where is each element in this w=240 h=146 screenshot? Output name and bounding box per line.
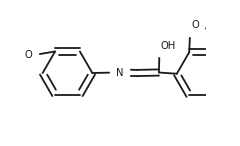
Text: OH: OH [160,41,175,51]
Text: O: O [191,20,199,30]
Text: O: O [25,50,33,60]
Text: N: N [116,67,124,78]
